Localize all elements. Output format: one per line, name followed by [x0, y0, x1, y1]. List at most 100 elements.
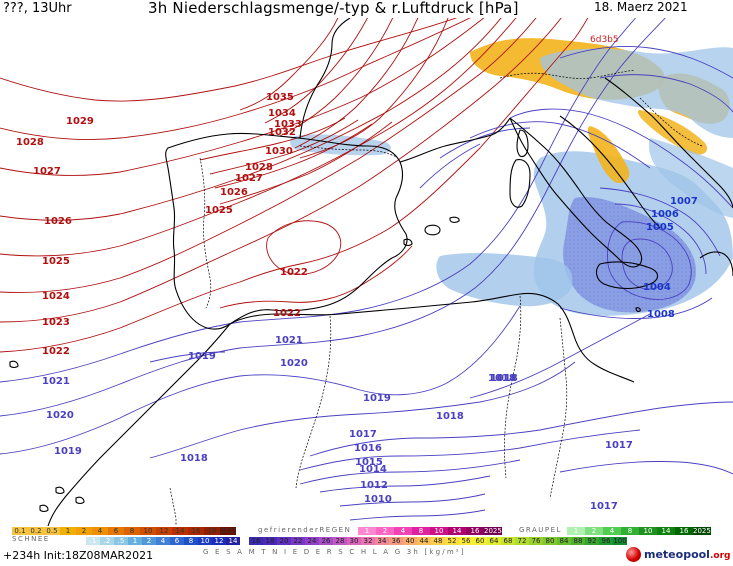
- legend-swatch: 4: [394, 527, 412, 535]
- border-spain-france: [299, 145, 399, 159]
- isobar-label-low: 1021: [42, 376, 70, 387]
- isobar-label-high: 1023: [42, 317, 70, 328]
- border-algeria-tunisia: [504, 295, 522, 479]
- legend-swatch: .5: [114, 537, 128, 545]
- isobar-1014: [319, 475, 491, 493]
- isobar-1027-iberia: [209, 119, 359, 175]
- isobar-east-2: [469, 121, 651, 169]
- legend-swatch: 96: [599, 537, 613, 545]
- isobar-1019: [0, 305, 521, 455]
- legend-swatch: 2: [585, 527, 603, 535]
- isobar-label-high: 1034: [268, 108, 296, 119]
- isobar-1028: [0, 18, 471, 140]
- africa-coast: [229, 292, 635, 383]
- legend-total-scale: 16 18 20 22 24 26 28 30 32 34 36 40 44 48 52 56 60 64 68 72…: [249, 537, 627, 545]
- isobar-label-low: 1012: [360, 480, 388, 491]
- balearic-mallorca: [424, 224, 441, 236]
- high-center-label: 6d3b5: [590, 35, 619, 45]
- isobar-1022-south: [219, 245, 413, 309]
- isobar-east-6: [599, 74, 733, 113]
- isobar-1004: [621, 238, 673, 290]
- isobar-label-low: 1019: [188, 351, 216, 362]
- isobar-label-high: 1030: [265, 146, 293, 157]
- logo-tld: .org: [709, 551, 731, 561]
- legend-swatch: 12: [156, 527, 172, 535]
- malta: [635, 307, 641, 312]
- isobar-1028-iberia: [199, 117, 346, 161]
- isobar-1035: [239, 18, 339, 111]
- isobar-label-high: 1026: [44, 216, 72, 227]
- isobar-1010: [349, 509, 486, 521]
- map-area: 6d3b5 1035 1034 1033 1032 1030 1029 1028 1027 10…: [0, 18, 733, 526]
- precip-snow-area-med: [436, 252, 573, 307]
- legend-swatch: 10: [639, 527, 657, 535]
- isobars-high: [0, 18, 589, 353]
- legend-swatch: .1: [86, 537, 100, 545]
- meteopool-logo: meteopool.org: [626, 547, 730, 562]
- isobar-1027: [0, 18, 485, 176]
- legend-swatch: 56: [459, 537, 473, 545]
- legend-swatch: 30: [347, 537, 361, 545]
- balkan-coast: [604, 77, 733, 209]
- legend-swatch: 14: [226, 537, 240, 545]
- run-info: +234h Init:18Z08MAR2021: [3, 549, 154, 562]
- isobar-1005: [607, 221, 692, 300]
- isobar-1025-iberia: [219, 121, 393, 205]
- borders: [169, 69, 703, 526]
- isobar-label-low: 1015: [355, 457, 383, 468]
- isobar-1016: [299, 429, 641, 471]
- iberia-coast: [165, 132, 408, 330]
- france-coast: [299, 18, 351, 139]
- isobar-label-high: 1022: [273, 308, 301, 319]
- legend-swatch: 100: [613, 537, 627, 545]
- legend-graupel-label: GRAUPEL: [519, 526, 562, 534]
- isobar-label-low: 1007: [670, 196, 698, 207]
- isobar-1024: [0, 18, 537, 293]
- legend-swatch: 60: [473, 537, 487, 545]
- precip-snow-area-alps: [540, 47, 733, 139]
- isobar-label-low: 1008: [647, 309, 675, 320]
- legend-swatch: 48: [431, 537, 445, 545]
- legend-swatch: 10: [430, 527, 448, 535]
- isobar-label-high: 1033: [274, 119, 302, 130]
- isobar-label-low: 1005: [646, 222, 674, 233]
- legend-swatch: 2025+: [484, 527, 502, 535]
- border-spain-portugal: [199, 157, 212, 309]
- legend-swatch: 14: [657, 527, 675, 535]
- legend-swatch: 18: [204, 527, 220, 535]
- isobar-label-low: 1018: [490, 373, 518, 384]
- border-alps: [499, 69, 636, 79]
- chart-title: 3h Niederschlagsmenge/-typ & r.Luftdruck…: [148, 0, 519, 17]
- sardinia: [509, 159, 531, 208]
- legend-swatch: 64: [487, 537, 501, 545]
- legend-swatch: 32: [361, 537, 375, 545]
- isobar-1015: [299, 459, 521, 485]
- isobar-east-3: [439, 127, 531, 159]
- isobar-1030: [299, 18, 449, 159]
- legend-swatch: 1: [358, 527, 376, 535]
- legend-swatch: 1: [567, 527, 585, 535]
- isobar-label-low: 1017: [605, 440, 633, 451]
- legend-swatch: 2: [376, 527, 394, 535]
- isobar-1017: [309, 401, 733, 457]
- isobar-label-high: 1032: [268, 127, 296, 138]
- legend-swatch: 20: [277, 537, 291, 545]
- logo-text: meteopool.org: [644, 548, 730, 561]
- legend-swatch: 2025+: [220, 527, 236, 535]
- isobar-1018: [149, 361, 576, 459]
- isobar-label-low: 1014: [359, 464, 387, 475]
- isobar-1006: [614, 203, 707, 275]
- isobar-label-low: 1017: [590, 501, 618, 512]
- legend-swatch: 8: [621, 527, 639, 535]
- legend-swatch: 68: [501, 537, 515, 545]
- isobar-1026: [0, 18, 502, 221]
- legend-swatch: 44: [417, 537, 431, 545]
- border-tunisia-libya: [549, 317, 568, 499]
- legend-swatch: 16: [188, 527, 204, 535]
- isobar-labels: 6d3b5 1035103410331032103010291028102710…: [16, 35, 698, 512]
- isobar-label-low: 1020: [280, 358, 308, 369]
- legend-swatch: 40: [403, 537, 417, 545]
